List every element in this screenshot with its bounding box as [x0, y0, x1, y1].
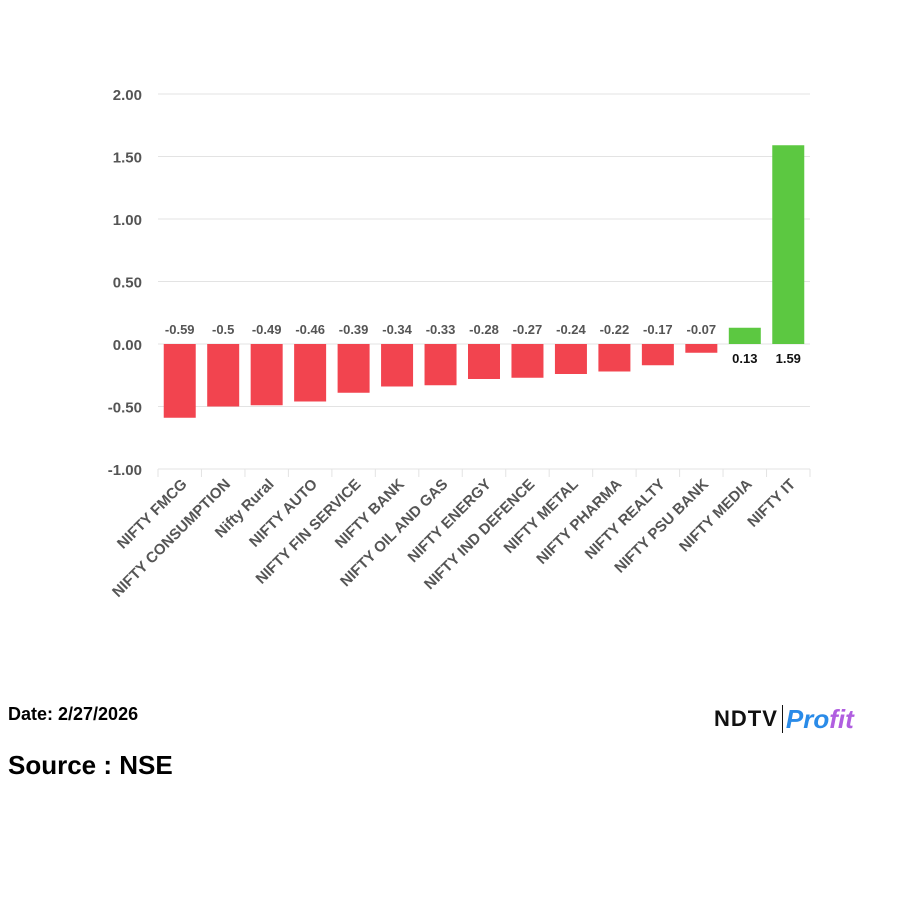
- bar: [337, 344, 370, 393]
- y-tick-label: 2.00: [113, 87, 142, 104]
- bar: [511, 344, 544, 378]
- data-label: -0.33: [426, 322, 456, 337]
- data-label: -0.28: [469, 322, 499, 337]
- bar: [381, 344, 414, 387]
- data-label: -0.59: [165, 322, 195, 337]
- data-label: -0.46: [295, 322, 325, 337]
- source-label: Source : NSE: [8, 750, 173, 780]
- date-label: Date: 2/27/2026: [8, 704, 139, 724]
- bar: [163, 344, 196, 418]
- bar-chart: 2.00 1.50 1.00 0.50 0.00 -0.50 -1.00 -0.59 NIFTY…: [108, 87, 811, 601]
- data-label: -0.34: [382, 322, 412, 337]
- data-label: -0.27: [513, 322, 543, 337]
- bar: [598, 344, 631, 372]
- bar: [772, 145, 805, 344]
- y-tick-label: -0.50: [108, 400, 142, 417]
- y-tick-label: 0.00: [113, 337, 142, 354]
- bar: [207, 344, 240, 407]
- bar: [424, 344, 457, 386]
- data-label: 1.59: [776, 351, 801, 366]
- data-label: -0.24: [556, 322, 586, 337]
- data-label: -0.39: [339, 322, 369, 337]
- bar: [641, 344, 674, 366]
- data-label: -0.22: [600, 322, 630, 337]
- y-tick-label: 1.00: [113, 212, 142, 229]
- profit-logo-text: Profit: [785, 703, 854, 734]
- bar: [554, 344, 587, 374]
- bar: [728, 327, 761, 344]
- ndtv-logo-text: NDTV: [714, 706, 778, 731]
- ndtv-profit-logo: NDTV Profit: [714, 702, 854, 736]
- bar: [468, 344, 500, 379]
- data-label: -0.07: [687, 322, 717, 337]
- data-label: 0.13: [732, 351, 757, 366]
- logo-divider: [781, 705, 783, 733]
- y-tick-label: 1.50: [113, 150, 142, 167]
- bar: [294, 344, 327, 402]
- x-category-label: NIFTY IT: [744, 476, 799, 531]
- y-tick-label: 0.50: [113, 275, 142, 292]
- bar: [685, 344, 718, 353]
- y-tick-label: -1.00: [108, 462, 142, 479]
- bar: [250, 344, 283, 406]
- data-label: -0.49: [252, 322, 282, 337]
- data-label: -0.5: [212, 322, 234, 337]
- data-label: -0.17: [643, 322, 673, 337]
